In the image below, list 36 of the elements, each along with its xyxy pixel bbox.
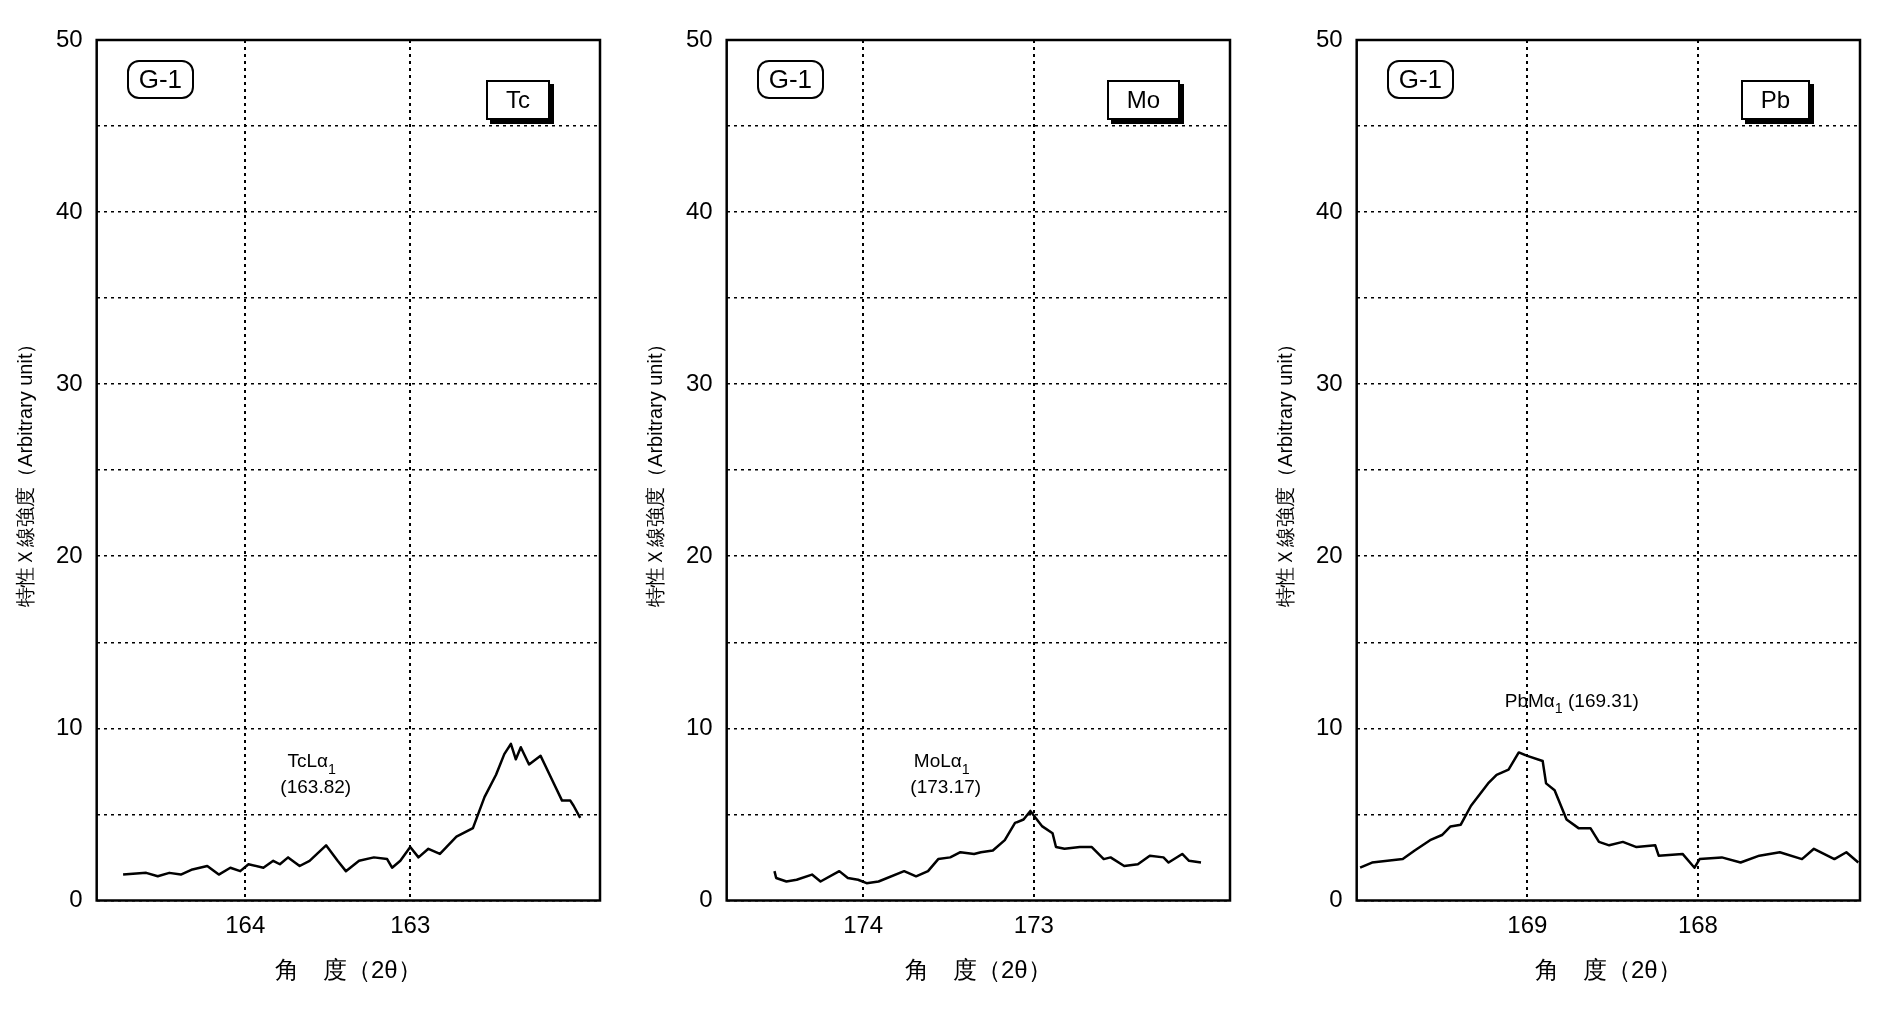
x-tick-label: 164 [225, 911, 266, 939]
y-tick-label: 40 [685, 196, 713, 224]
y-axis-title: 特性Ｘ線強度（Arbitrary unit） [643, 333, 666, 607]
y-tick-label: 40 [55, 196, 83, 224]
y-tick-label: 50 [1315, 24, 1343, 52]
y-tick-label: 10 [1315, 712, 1343, 740]
x-tick-label: 163 [390, 911, 431, 939]
text: G-1 [126, 60, 195, 99]
y-axis-title: 特性Ｘ線強度（Arbitrary unit） [1273, 333, 1296, 607]
text: Tc [486, 80, 550, 120]
y-tick-label: 0 [69, 885, 83, 913]
y-tick-label: 0 [699, 885, 713, 913]
x-axis-title: 角 度（2θ） [275, 956, 422, 984]
text: Mo [1106, 80, 1180, 120]
y-tick-label: 20 [1315, 540, 1343, 568]
text: Pb [1740, 80, 1810, 120]
x-tick-label: 168 [1677, 911, 1718, 939]
x-axis-title: 角 度（2θ） [1535, 956, 1682, 984]
y-tick-label: 10 [685, 712, 713, 740]
y-axis-title: 特性Ｘ線強度（Arbitrary unit） [13, 333, 36, 607]
y-tick-label: 10 [55, 712, 83, 740]
y-tick-label: 30 [1315, 368, 1343, 396]
y-tick-label: 40 [1315, 196, 1343, 224]
y-tick-label: 0 [1329, 885, 1343, 913]
y-tick-label: 20 [55, 540, 83, 568]
text: G-1 [1386, 60, 1455, 99]
y-tick-label: 20 [685, 540, 713, 568]
text: G-1 [756, 60, 825, 99]
x-axis-title: 角 度（2θ） [905, 956, 1052, 984]
x-tick-label: 173 [1013, 911, 1054, 939]
x-tick-label: 174 [843, 911, 884, 939]
y-tick-label: 30 [685, 368, 713, 396]
x-tick-label: 169 [1507, 911, 1548, 939]
y-tick-label: 30 [55, 368, 83, 396]
y-tick-label: 50 [685, 24, 713, 52]
y-tick-label: 50 [55, 24, 83, 52]
